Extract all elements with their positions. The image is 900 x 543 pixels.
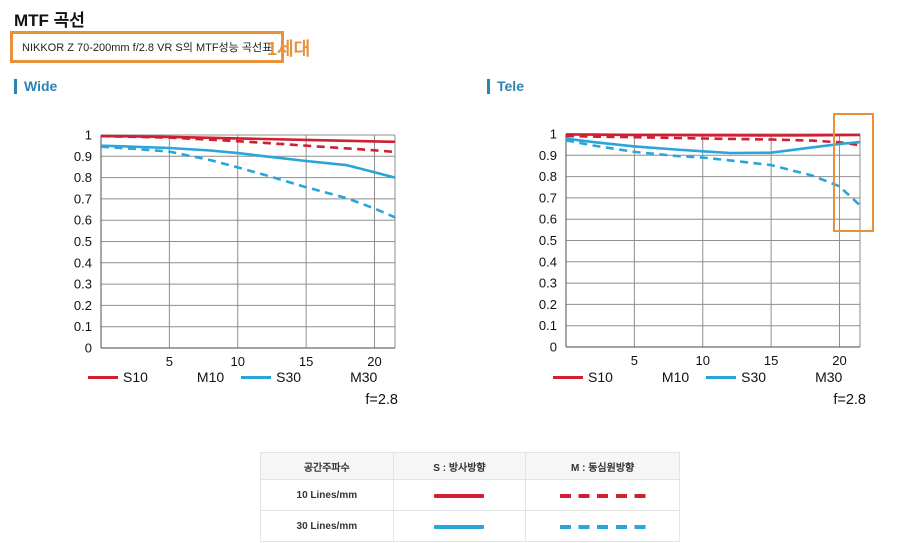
page-title: MTF 곡선 <box>14 11 85 30</box>
legend-label: S30 <box>276 369 302 385</box>
sagittal-sample-cell <box>392 510 527 542</box>
y-tick-label: 0 <box>85 341 92 356</box>
legend-item-S30: S30 <box>241 369 301 385</box>
y-tick-label: 0.1 <box>74 319 92 334</box>
legend-item-M10: M10 <box>630 369 689 385</box>
y-tick-label: 0.5 <box>539 233 557 248</box>
x-tick-label: 15 <box>764 353 778 368</box>
generation-label: 1세대 <box>267 39 311 59</box>
x-tick-label: 10 <box>231 354 245 369</box>
legend-item-M10: M10 <box>165 369 224 385</box>
y-tick-label: 0.8 <box>74 170 92 185</box>
dashed-line-sample-icon <box>559 493 646 498</box>
solid-line-sample-icon <box>706 375 737 379</box>
legend-label: S10 <box>123 369 148 385</box>
dashed-line-sample-icon <box>783 376 810 379</box>
x-tick-label: 20 <box>832 353 846 368</box>
y-tick-label: 0.8 <box>539 169 557 184</box>
y-tick-label: 0.6 <box>539 212 557 227</box>
y-tick-label: 0 <box>550 340 557 355</box>
curve-M10 <box>100 134 396 154</box>
wide-chart-legend: S10 M10 S30 M30 <box>88 369 377 385</box>
col-header-spatial-frequency: 공간주파수 <box>260 452 394 480</box>
x-tick-label: 15 <box>299 354 313 369</box>
tele-mtf-chart: 00.10.20.30.40.50.60.70.80.915 10 15 20 <box>539 127 861 368</box>
y-tick-label: 1 <box>550 127 557 142</box>
curve-M10 <box>565 134 861 147</box>
solid-line-sample-icon <box>88 375 118 379</box>
col-header-sagittal: S : 방사방향 <box>392 452 527 480</box>
x-tick-label: 5 <box>166 354 173 369</box>
solid-line-sample-icon <box>553 375 583 379</box>
dashed-line-sample-icon <box>165 376 192 379</box>
wide-mtf-chart: 00.10.20.30.40.50.60.70.80.915 10 15 20 <box>74 128 396 369</box>
dashed-line-sample-icon <box>630 376 657 379</box>
legend-label: M30 <box>350 369 378 385</box>
tele-section-heading: Tele <box>487 79 524 94</box>
legend-label: M10 <box>196 369 225 385</box>
x-tick-label: 10 <box>696 353 710 368</box>
tele-highlight-annotation-box <box>833 113 874 232</box>
solid-line-sample-icon <box>241 375 272 379</box>
tele-aperture-label: f=2.8 <box>833 392 866 408</box>
legend-item-M30: M30 <box>318 369 377 385</box>
legend-item-S30: S30 <box>706 369 766 385</box>
y-tick-label: 0.9 <box>74 149 92 164</box>
col-header-meridional: M : 동심원방향 <box>525 452 680 480</box>
y-tick-label: 0.1 <box>539 318 557 333</box>
y-tick-label: 0.7 <box>539 190 557 205</box>
y-tick-label: 1 <box>85 128 92 143</box>
y-tick-label: 0.9 <box>539 148 557 163</box>
y-tick-label: 0.4 <box>539 254 557 269</box>
y-tick-label: 0.6 <box>74 213 92 228</box>
legend-item-S10: S10 <box>553 369 613 385</box>
y-tick-label: 0.4 <box>74 255 92 270</box>
wide-section-heading: Wide <box>14 79 57 94</box>
table-header-row: 공간주파수 S : 방사방향 M : 동심원방향 <box>260 452 680 480</box>
solid-line-sample-icon <box>434 493 485 498</box>
wide-aperture-label: f=2.8 <box>365 392 398 408</box>
dashed-line-sample-icon <box>559 524 646 529</box>
legend-label: M10 <box>661 369 690 385</box>
lens-subtitle-text: NIKKOR Z 70-200mm f/2.8 VR S의 MTF성능 곡선표 <box>22 42 273 54</box>
y-tick-label: 0.2 <box>539 297 557 312</box>
line-style-key-table: 공간주파수 S : 방사방향 M : 동심원방향 10 Lines/mm 30 L… <box>260 452 680 542</box>
y-tick-label: 0.3 <box>74 277 92 292</box>
legend-label: S30 <box>741 369 767 385</box>
solid-line-sample-icon <box>434 524 485 529</box>
curve-S30 <box>100 144 396 179</box>
legend-label: S10 <box>588 369 613 385</box>
legend-item-S10: S10 <box>88 369 148 385</box>
tele-chart-legend: S10 M10 S30 M30 <box>553 369 842 385</box>
meridional-sample-cell <box>525 479 680 511</box>
sagittal-sample-cell <box>392 479 527 511</box>
table-row: 30 Lines/mm <box>260 510 680 542</box>
table-row: 10 Lines/mm <box>260 479 680 511</box>
curve-S30 <box>565 137 861 155</box>
legend-item-M30: M30 <box>783 369 842 385</box>
legend-label: M30 <box>815 369 843 385</box>
spatial-frequency-cell: 10 Lines/mm <box>260 479 394 511</box>
curve-M30 <box>100 145 396 219</box>
x-tick-label: 5 <box>631 353 638 368</box>
y-tick-label: 0.2 <box>74 298 92 313</box>
curve-S10 <box>565 133 861 137</box>
dashed-line-sample-icon <box>318 376 345 379</box>
curve-M30 <box>565 139 861 207</box>
meridional-sample-cell <box>525 510 680 542</box>
spatial-frequency-cell: 30 Lines/mm <box>260 510 394 542</box>
y-tick-label: 0.5 <box>74 234 92 249</box>
y-tick-label: 0.7 <box>74 191 92 206</box>
lens-subtitle-box: NIKKOR Z 70-200mm f/2.8 VR S의 MTF성능 곡선표 <box>10 31 285 63</box>
x-tick-label: 20 <box>367 354 381 369</box>
y-tick-label: 0.3 <box>539 276 557 291</box>
